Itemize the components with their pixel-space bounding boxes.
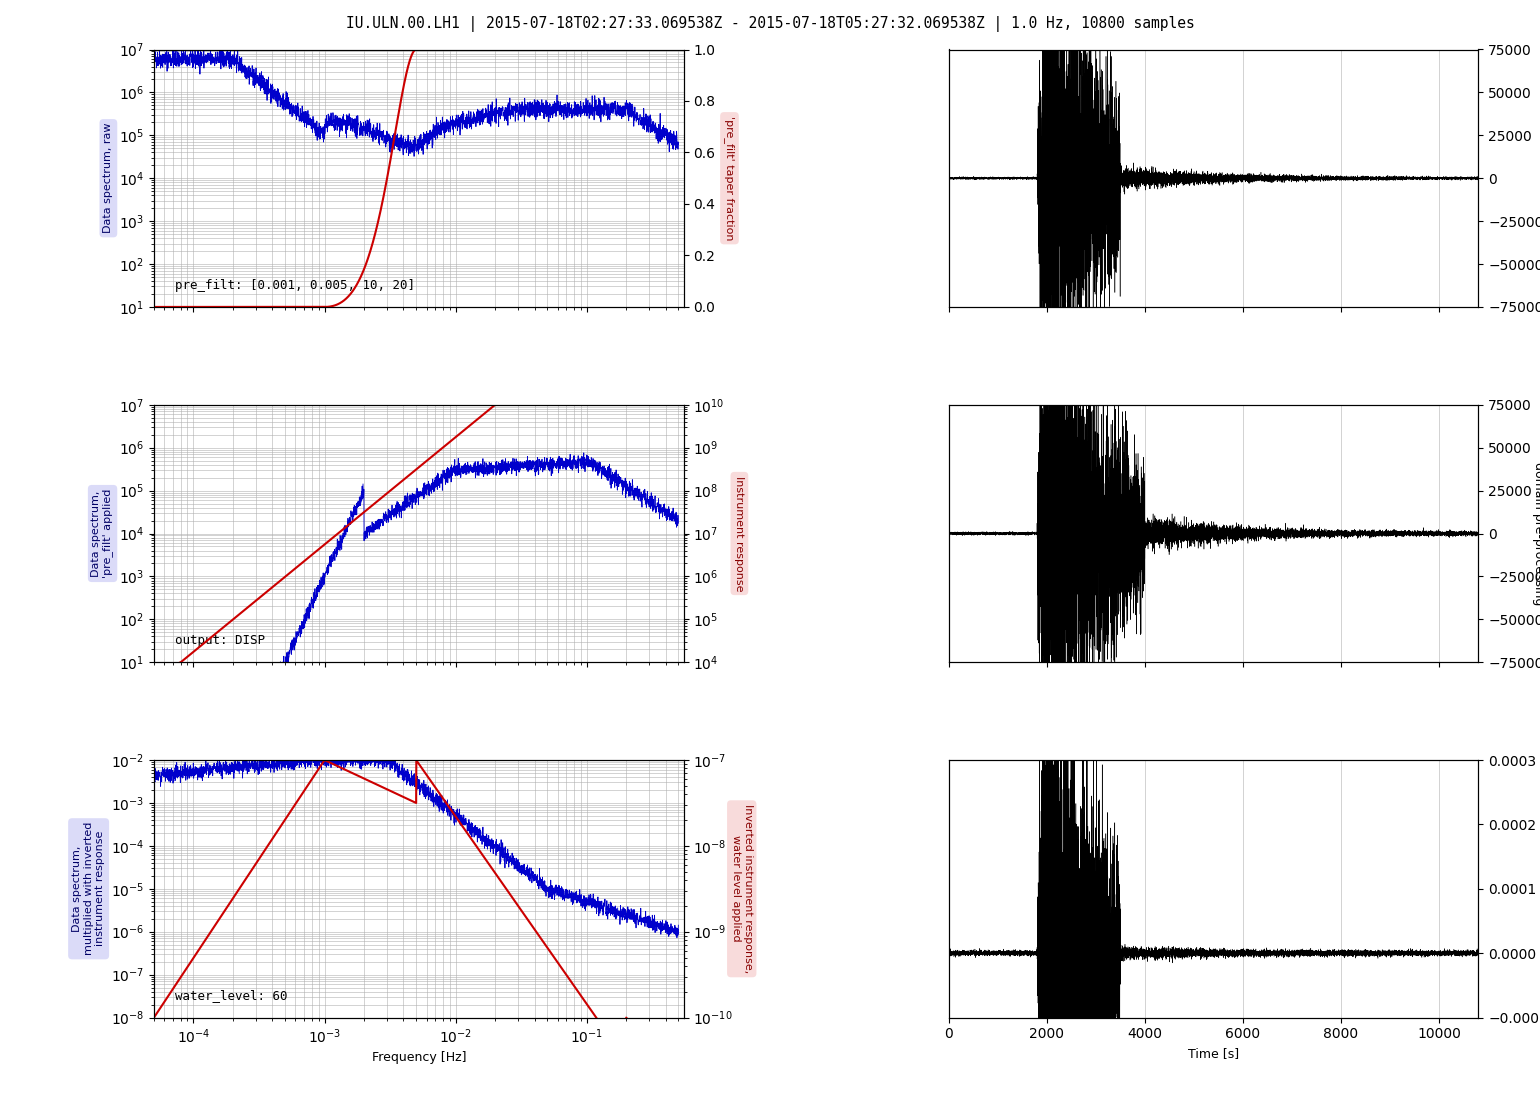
Y-axis label: Inverted instrument response,
water level applied: Inverted instrument response, water leve…: [732, 804, 753, 974]
Y-axis label: Instrument response: Instrument response: [735, 476, 744, 592]
Text: water_level: 60: water_level: 60: [176, 989, 288, 1002]
Text: pre_filt: [0.001, 0.005, 10, 20]: pre_filt: [0.001, 0.005, 10, 20]: [176, 278, 416, 292]
Text: IU.ULN.00.LH1 | 2015-07-18T02:27:33.069538Z - 2015-07-18T05:27:32.069538Z | 1.0 : IU.ULN.00.LH1 | 2015-07-18T02:27:33.0695…: [345, 16, 1195, 33]
Y-axis label: Raw, after time
domain pre-processing: Raw, after time domain pre-processing: [1532, 462, 1540, 605]
Y-axis label: Data spectrum,
multiplied with inverted
instrument response: Data spectrum, multiplied with inverted …: [72, 822, 105, 956]
Text: output: DISP: output: DISP: [176, 634, 265, 647]
Y-axis label: Data spectrum, raw: Data spectrum, raw: [103, 123, 114, 233]
Y-axis label: Data spectrum,
'pre_filt' applied: Data spectrum, 'pre_filt' applied: [91, 488, 114, 579]
X-axis label: Frequency [Hz]: Frequency [Hz]: [371, 1052, 467, 1065]
X-axis label: Time [s]: Time [s]: [1187, 1047, 1240, 1059]
Y-axis label: 'pre_filt' taper fraction: 'pre_filt' taper fraction: [724, 116, 735, 241]
